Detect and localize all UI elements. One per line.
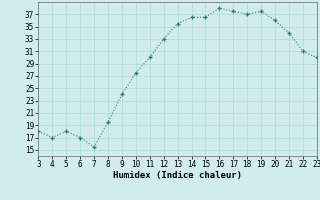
X-axis label: Humidex (Indice chaleur): Humidex (Indice chaleur) — [113, 171, 242, 180]
